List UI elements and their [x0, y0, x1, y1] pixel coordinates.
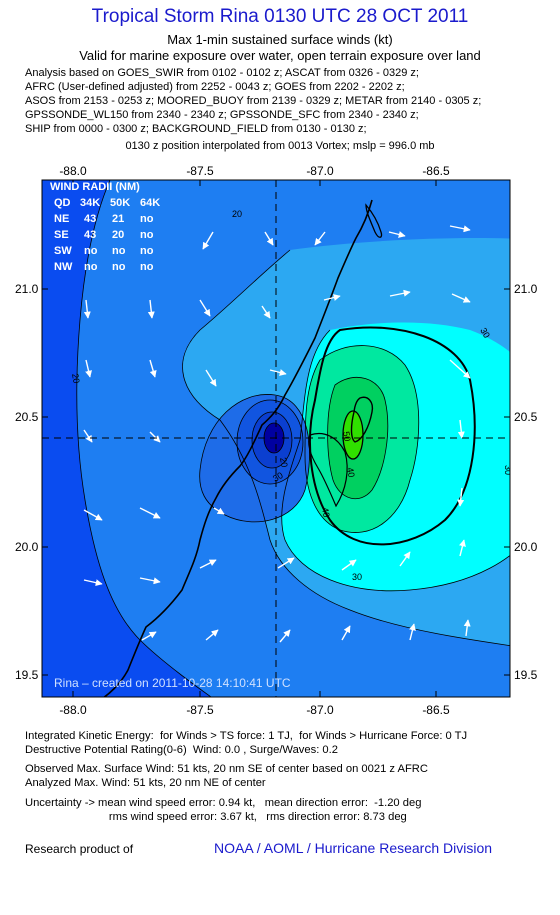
barrier-island [365, 203, 383, 238]
lon-tick-label: -86.5 [422, 164, 450, 178]
lat-tick-label: 20.5 [514, 410, 538, 424]
lon-tick-label: -87.0 [306, 164, 334, 178]
wind-radii-cell: SW [54, 245, 72, 257]
wind-vectors [83, 225, 471, 643]
analysis-line: SHIP from 0000 - 0300 z; BACKGROUND_FIEL… [25, 123, 367, 135]
analysis-line: ASOS from 2153 - 0253 z; MOORED_BUOY fro… [25, 95, 482, 107]
lon-tick-label: -87.5 [186, 164, 214, 178]
wind-radii-cell: no [140, 213, 154, 225]
uncertainty-rms-line: rms wind speed error: 3.67 kt, rms direc… [25, 811, 407, 823]
ike-line: Integrated Kinetic Energy: for Winds > T… [25, 730, 468, 742]
analysis-line: GPSSONDE_WL150 from 2340 - 2340 z; GPSSO… [25, 109, 419, 121]
contour-label: 40 [345, 467, 357, 479]
lat-tick-label: 20.0 [15, 540, 39, 554]
max-wind-outline [309, 326, 476, 546]
map-title: Tropical Storm Rina 0130 UTC 28 OCT 2011 [91, 6, 469, 27]
map-subtitle-exposure: Valid for marine exposure over water, op… [79, 48, 481, 63]
lat-tick-label: 19.5 [15, 668, 39, 682]
uncertainty-line: Uncertainty -> mean wind speed error: 0.… [25, 797, 422, 809]
lat-tick-label: 20.0 [514, 540, 538, 554]
contour-label: 30 [352, 572, 362, 582]
wind-radii-cell: no [84, 261, 98, 273]
wind-radii-header: 50K [110, 197, 130, 209]
research-product-label: Research product of [25, 842, 134, 856]
observed-max-line: Observed Max. Surface Wind: 51 kts, 20 n… [25, 763, 428, 775]
wind-radii-title: WIND RADII (NM) [50, 181, 140, 193]
wind-radii-cell: 21 [112, 213, 124, 225]
wind-radii-cell: 43 [84, 213, 96, 225]
inner-coastline [308, 432, 348, 508]
wind-radii-cell: no [140, 261, 154, 273]
analyzed-max-line: Analyzed Max. Wind: 51 kts, 20 nm NE of … [25, 777, 266, 789]
contour-lines [76, 180, 510, 697]
contour-label: 20 [232, 209, 242, 219]
dpr-line: Destructive Potential Rating(0-6) Wind: … [25, 744, 338, 756]
wind-radii-header: 34K [80, 197, 100, 209]
wind-radii-cell: no [140, 229, 154, 241]
contour-label: 20 [278, 457, 290, 469]
wind-radii-cell: NW [54, 261, 73, 273]
contour-label: 30 [271, 470, 285, 484]
wind-contours: 20 20 30 30 40 50 20 30 40 30 [42, 180, 513, 697]
lat-tick-label: 19.5 [514, 668, 538, 682]
wind-radii-cell: no [140, 245, 154, 257]
wind-radii-cell: no [112, 261, 126, 273]
wind-radii-header: QD [54, 197, 71, 209]
noaa-aoml-link[interactable]: NOAA / AOML / Hurricane Research Divisio… [214, 840, 493, 856]
axis-ticks [42, 180, 510, 697]
cozumel-island [350, 396, 374, 443]
contour-label: 50 [341, 431, 353, 443]
contour-label: 40 [320, 507, 332, 519]
contour-label: 30 [478, 326, 492, 340]
lon-tick-label: -88.0 [59, 164, 87, 178]
wind-radii-cell: 20 [112, 229, 124, 241]
contour-label: 20 [70, 373, 82, 385]
map-subtitle: Max 1-min sustained surface winds (kt) [167, 32, 393, 47]
position-note: 0130 z position interpolated from 0013 V… [125, 140, 435, 152]
lat-tick-label: 21.0 [514, 282, 538, 296]
wind-radii-cell: SE [54, 229, 69, 241]
lat-tick-label: 20.5 [15, 410, 39, 424]
wind-radii-header: 64K [140, 197, 160, 209]
lon-tick-label: -87.0 [306, 703, 334, 717]
wind-radii-cell: NE [54, 213, 69, 225]
coastline-yucatan [103, 199, 373, 697]
contour-labels: 20 20 30 30 40 50 20 30 40 30 [70, 209, 513, 582]
created-stamp: Rina – created on 2011-10-28 14:10:41 UT… [54, 676, 291, 690]
analysis-line: AFRC (User-defined adjusted) from 2252 -… [25, 81, 405, 93]
wind-radii-cell: no [84, 245, 98, 257]
lat-tick-label: 21.0 [15, 282, 39, 296]
lon-tick-label: -88.0 [59, 703, 87, 717]
wind-radii-cell: 43 [84, 229, 96, 241]
lon-tick-label: -86.5 [422, 703, 450, 717]
wind-radii-table: WIND RADII (NM) QD 34K 50K 64K NE 43 21 … [50, 181, 160, 273]
analysis-line: Analysis based on GOES_SWIR from 0102 - … [25, 67, 419, 79]
wind-radii-cell: no [112, 245, 126, 257]
contour-label: 30 [503, 465, 513, 475]
lon-tick-label: -87.5 [186, 703, 214, 717]
